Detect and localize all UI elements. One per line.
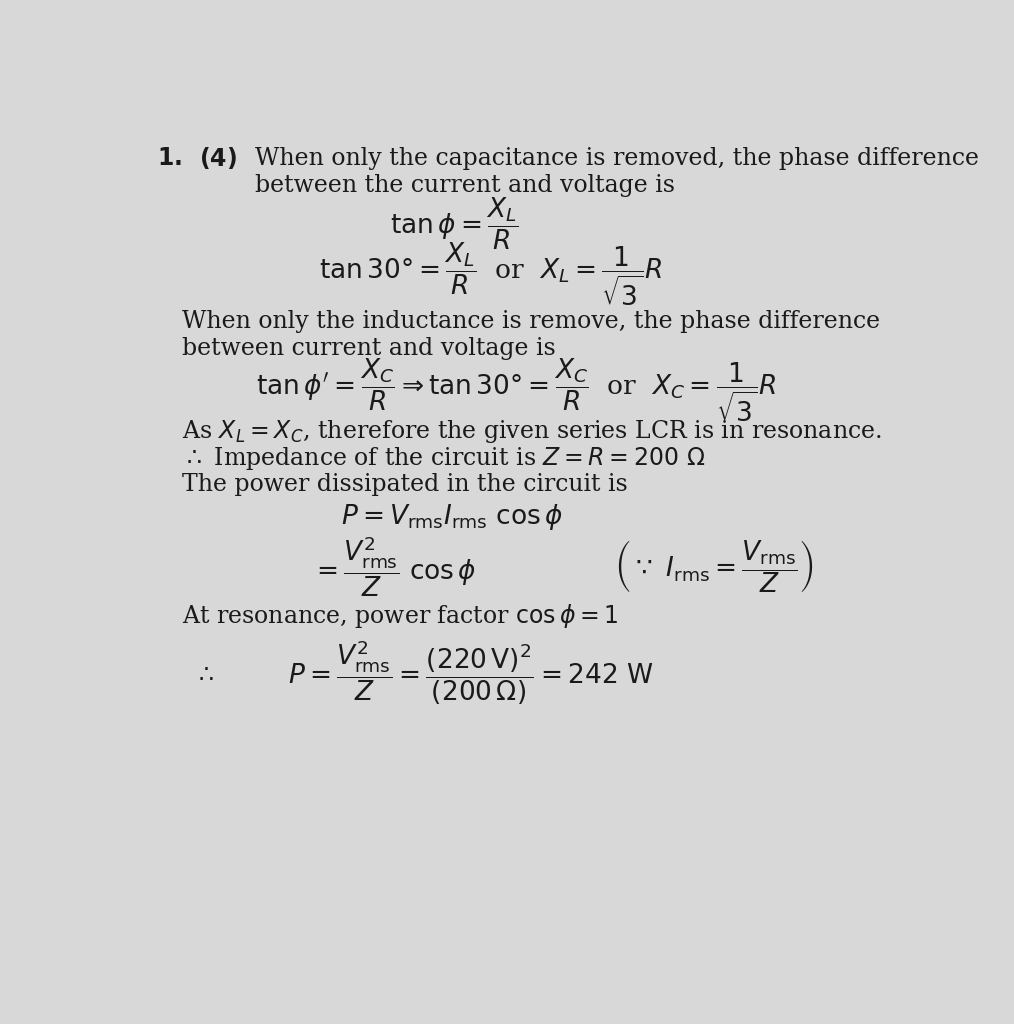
Text: When only the capacitance is removed, the phase difference: When only the capacitance is removed, th… xyxy=(255,146,979,170)
Text: $\tan 30° = \dfrac{X_L}{R}$  or  $X_L = \dfrac{1}{\sqrt{3}}R$: $\tan 30° = \dfrac{X_L}{R}$ or $X_L = \d… xyxy=(319,241,662,308)
Text: $\left(\because\ I_{\rm rms} = \dfrac{V_{\rm rms}}{Z}\right)$: $\left(\because\ I_{\rm rms} = \dfrac{V_… xyxy=(614,539,813,595)
Text: $\tan\phi =\dfrac{X_L}{R}$: $\tan\phi =\dfrac{X_L}{R}$ xyxy=(390,196,518,252)
Text: At resonance, power factor $\cos\phi = 1$: At resonance, power factor $\cos\phi = 1… xyxy=(182,602,619,631)
Text: $= \dfrac{V^2_{\rm rms}}{Z}\ \cos\phi$: $= \dfrac{V^2_{\rm rms}}{Z}\ \cos\phi$ xyxy=(311,535,477,599)
Text: $\mathbf{(4)}$: $\mathbf{(4)}$ xyxy=(199,145,237,171)
Text: between current and voltage is: between current and voltage is xyxy=(182,337,556,359)
Text: As $X_L = X_C$, therefore the given series LCR is in resonance.: As $X_L = X_C$, therefore the given seri… xyxy=(182,419,881,445)
Text: $\mathbf{1.}$: $\mathbf{1.}$ xyxy=(156,146,182,170)
Text: $P = V_{\rm rms} I_{\rm rms}\ \cos\phi$: $P = V_{\rm rms} I_{\rm rms}\ \cos\phi$ xyxy=(341,502,563,532)
Text: between the current and voltage is: between the current and voltage is xyxy=(255,174,675,197)
Text: $\tan\phi' = \dfrac{X_C}{R} \Rightarrow \tan 30° = \dfrac{X_C}{R}$  or  $X_C = \: $\tan\phi' = \dfrac{X_C}{R} \Rightarrow … xyxy=(257,356,777,424)
Text: $\therefore$: $\therefore$ xyxy=(194,662,214,685)
Text: $\therefore$ Impedance of the circuit is $Z = R = 200\ \Omega$: $\therefore$ Impedance of the circuit is… xyxy=(182,445,705,472)
Text: When only the inductance is remove, the phase difference: When only the inductance is remove, the … xyxy=(182,310,880,333)
Text: The power dissipated in the circuit is: The power dissipated in the circuit is xyxy=(182,473,628,497)
Text: $P = \dfrac{V^2_{\rm rms}}{Z} = \dfrac{(220\,\mathrm{V})^2}{(200\,\Omega)} = 242: $P = \dfrac{V^2_{\rm rms}}{Z} = \dfrac{(… xyxy=(288,639,654,708)
